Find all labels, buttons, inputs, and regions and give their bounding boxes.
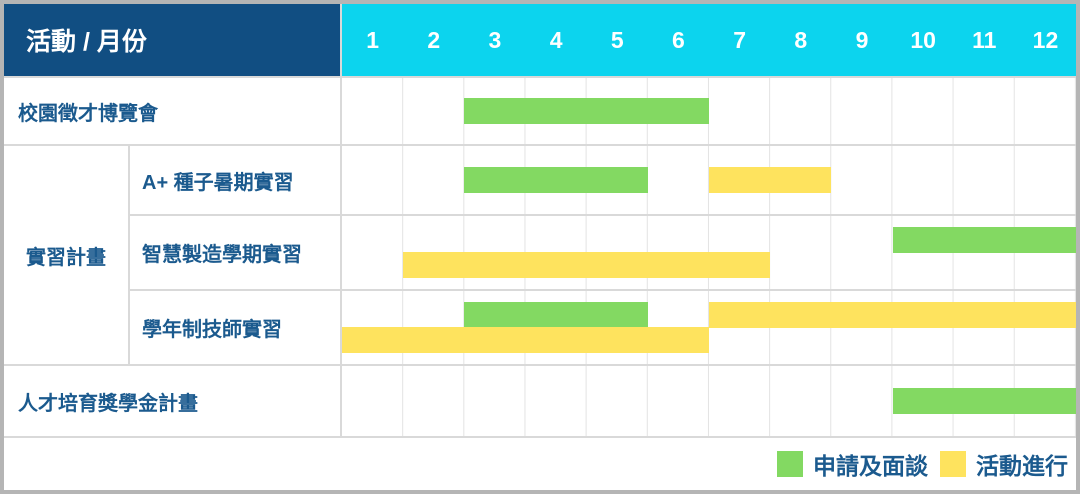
table-row-smart-mfg-semester: 智慧製造學期實習 — [130, 214, 1076, 289]
row-chart-yearlong-technician — [342, 291, 1076, 364]
group-body-internship: A+ 種子暑期實習 智慧製造學期實習 學年制技師實習 — [130, 146, 1076, 364]
month-label-5: 5 — [610, 26, 624, 53]
gantt-bar-yellow — [342, 327, 709, 353]
month-label-10: 10 — [910, 26, 936, 53]
month-label-4: 4 — [549, 26, 563, 53]
gantt-bar-green — [464, 98, 709, 124]
corner-header-cell: 活動 / 月份 — [4, 4, 342, 76]
row-chart-smart-mfg-semester — [342, 216, 1076, 289]
row-label-scholarship: 人才培育獎學金計畫 — [4, 366, 342, 436]
month-label-9: 9 — [855, 26, 869, 53]
table-group-internship: 實習計畫 A+ 種子暑期實習 智慧製造學期實習 學年制技師實習 — [4, 144, 1076, 364]
row-label-campus-fair: 校園徵才博覽會 — [4, 78, 342, 144]
legend-row: 申請及面談 活動進行 — [4, 436, 1076, 490]
month-label-12: 12 — [1032, 26, 1059, 53]
table-row-aplus-summer: A+ 種子暑期實習 — [130, 146, 1076, 214]
gantt-bar-green — [892, 388, 1076, 414]
gantt-bar-green — [464, 302, 648, 328]
month-label-1: 1 — [366, 26, 379, 53]
month-label-8: 8 — [794, 26, 808, 53]
gantt-bar-yellow — [709, 302, 1076, 328]
row-chart-campus-fair — [342, 78, 1076, 144]
gantt-bar-green — [464, 167, 648, 193]
month-label-3: 3 — [488, 26, 502, 53]
row-chart-aplus-summer — [342, 146, 1076, 214]
row-chart-scholarship — [342, 366, 1076, 436]
month-label-2: 2 — [427, 26, 441, 53]
legend-swatch-yellow — [940, 451, 966, 477]
legend-swatch-green — [777, 451, 803, 477]
table-row-yearlong-technician: 學年制技師實習 — [130, 289, 1076, 364]
gantt-bar-green — [892, 227, 1076, 253]
month-label-11: 11 — [972, 26, 997, 53]
row-label-yearlong-technician: 學年制技師實習 — [130, 291, 342, 364]
legend-item-ongoing: 活動進行 — [940, 447, 1068, 481]
legend-label-ongoing: 活動進行 — [976, 453, 1068, 479]
table-header-row: 活動 / 月份 1 2 3 4 5 6 7 8 9 10 11 12 — [4, 4, 1076, 76]
legend-label-application: 申請及面談 — [813, 453, 928, 479]
month-header-strip: 1 2 3 4 5 6 7 8 9 10 11 12 — [342, 4, 1076, 76]
group-label-internship: 實習計畫 — [4, 146, 130, 364]
corner-header-title: 活動 / 月份 — [26, 28, 147, 56]
table-row-campus-fair: 校園徵才博覽會 — [4, 76, 1076, 144]
legend-item-application: 申請及面談 — [777, 447, 928, 481]
month-label-7: 7 — [733, 26, 747, 53]
table-row-scholarship: 人才培育獎學金計畫 — [4, 364, 1076, 436]
gantt-bar-yellow — [709, 167, 832, 193]
row-label-aplus-summer: A+ 種子暑期實習 — [130, 146, 342, 214]
gantt-bar-yellow — [403, 252, 771, 278]
row-label-smart-mfg-semester: 智慧製造學期實習 — [130, 216, 342, 289]
month-label-6: 6 — [672, 26, 685, 53]
